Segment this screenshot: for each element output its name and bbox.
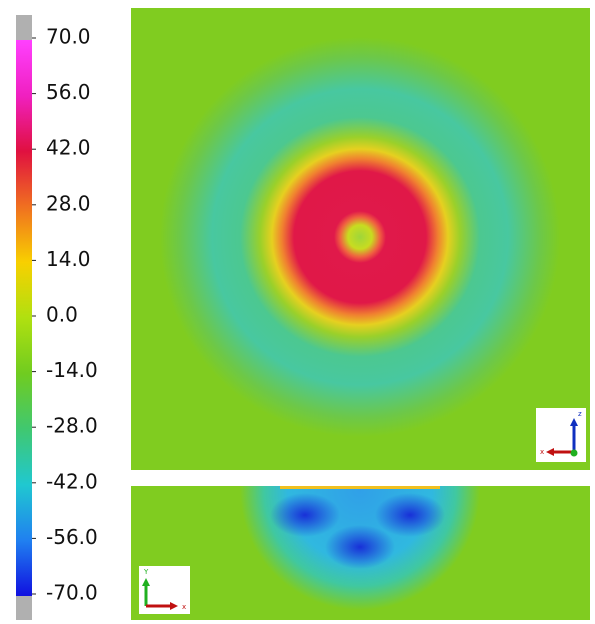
colorbar-cap bbox=[16, 596, 32, 620]
tick-label: 70.0 bbox=[46, 25, 91, 49]
tick-label: 56.0 bbox=[46, 80, 91, 104]
axis-triad: z x bbox=[536, 408, 586, 462]
tick-label: -56.0 bbox=[46, 525, 98, 549]
colorbar-cap bbox=[16, 15, 32, 40]
triad-label: z bbox=[578, 410, 582, 418]
field-contours bbox=[131, 8, 590, 470]
field-lobe bbox=[325, 525, 395, 569]
tick-label: 42.0 bbox=[46, 136, 91, 160]
tick-label: 28.0 bbox=[46, 191, 91, 215]
field-lobe bbox=[270, 493, 340, 537]
tick-label: 14.0 bbox=[46, 247, 91, 271]
field-edge bbox=[280, 486, 440, 489]
tick-label: -14.0 bbox=[46, 358, 98, 382]
colorbar bbox=[16, 40, 32, 596]
triad-label: x bbox=[182, 603, 186, 611]
triad-label: Y bbox=[143, 568, 149, 576]
tick-label: -70.0 bbox=[46, 581, 98, 605]
tick-label: -42.0 bbox=[46, 469, 98, 493]
tick-label: -28.0 bbox=[46, 414, 98, 438]
field-lobe bbox=[375, 493, 445, 537]
axis-triad: Y x bbox=[139, 566, 190, 614]
triad-label: x bbox=[540, 448, 544, 456]
tick-label: 0.0 bbox=[46, 303, 78, 327]
